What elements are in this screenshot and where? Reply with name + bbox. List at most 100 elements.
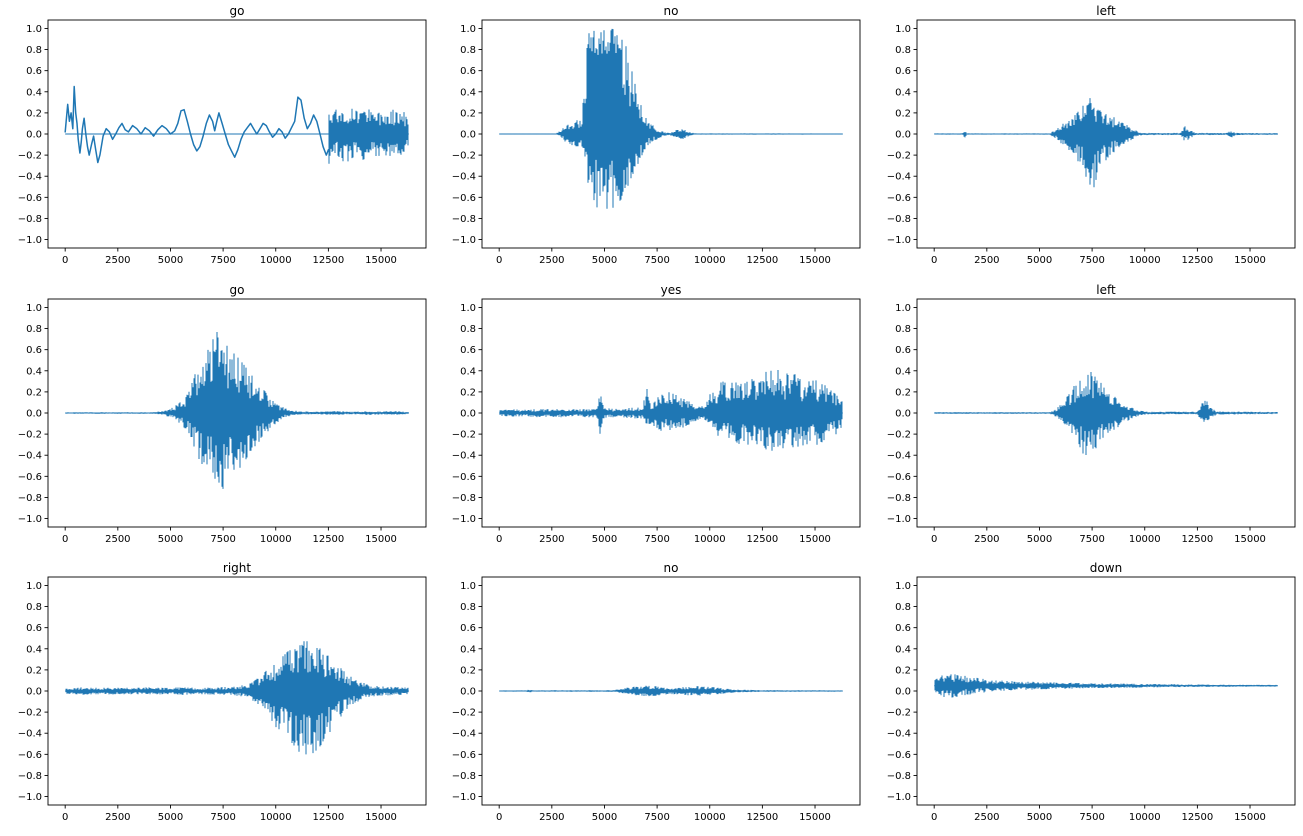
x-tick-label: 0 xyxy=(62,534,68,545)
y-tick-label: 0.2 xyxy=(26,666,42,677)
y-tick-label: −0.4 xyxy=(18,450,42,461)
subplot-cell-2: left 0 2500 5000 7500 10000 12500 15000 1.0 0.8 0… xyxy=(869,0,1303,279)
y-tick-label: 0.6 xyxy=(460,623,476,634)
subplot-title: go xyxy=(230,283,245,297)
y-tick-label: 0.6 xyxy=(26,66,42,77)
y-tick-label: −0.2 xyxy=(452,151,476,162)
x-tick-label: 15000 xyxy=(1234,255,1266,266)
x-tick-label: 15000 xyxy=(799,812,831,823)
x-tick-label: 15000 xyxy=(365,534,397,545)
x-tick-label: 2500 xyxy=(974,812,999,823)
x-tick-label: 7500 xyxy=(645,534,670,545)
x-tick-label: 15000 xyxy=(365,812,397,823)
y-tick-label: −0.8 xyxy=(18,771,42,782)
x-tick-label: 7500 xyxy=(1079,255,1104,266)
y-tick-label: 0.4 xyxy=(460,645,476,656)
x-tick-label: 0 xyxy=(931,812,937,823)
y-tick-label: −0.4 xyxy=(452,729,476,740)
y-tick-label: −0.6 xyxy=(452,193,476,204)
y-tick-label: −0.6 xyxy=(18,193,42,204)
y-tick-label: 0.0 xyxy=(460,687,476,698)
x-tick-label: 2500 xyxy=(539,534,564,545)
y-tick-label: −0.8 xyxy=(18,214,42,225)
y-tick-label: 1.0 xyxy=(460,581,476,592)
waveform-subplot: left 0 2500 5000 7500 10000 12500 15000 1.0 0.8 0… xyxy=(886,4,1296,266)
x-tick-label: 5000 xyxy=(158,534,183,545)
x-tick-label: 0 xyxy=(931,534,937,545)
x-tick-label: 2500 xyxy=(974,534,999,545)
y-tick-label: −0.2 xyxy=(18,708,42,719)
y-tick-label: −0.8 xyxy=(886,771,910,782)
x-tick-label: 10000 xyxy=(1128,534,1160,545)
y-tick-label: −0.8 xyxy=(452,214,476,225)
y-tick-label: 1.0 xyxy=(895,581,911,592)
x-tick-label: 12500 xyxy=(747,255,779,266)
subplot-title: no xyxy=(664,4,679,18)
x-tick-label: 2500 xyxy=(105,534,130,545)
waveform-subplot: no 0 2500 5000 7500 10000 12500 15000 1.0 0.8 0.6… xyxy=(452,4,861,266)
y-tick-label: −0.2 xyxy=(886,151,910,162)
y-tick-label: −1.0 xyxy=(886,235,910,246)
y-tick-label: 0.6 xyxy=(460,66,476,77)
x-tick-label: 12500 xyxy=(1181,534,1213,545)
x-tick-label: 5000 xyxy=(1026,812,1051,823)
waveform-trace xyxy=(328,108,409,164)
x-tick-label: 5000 xyxy=(592,255,617,266)
waveform-trace xyxy=(65,331,409,489)
y-tick-label: −1.0 xyxy=(452,235,476,246)
waveform-trace xyxy=(499,686,843,697)
y-tick-label: −0.6 xyxy=(886,471,910,482)
y-tick-label: 0.4 xyxy=(460,87,476,98)
y-tick-label: 1.0 xyxy=(895,303,911,314)
subplot-cell-7: no 0 2500 5000 7500 10000 12500 15000 1.0 0.8 0.6… xyxy=(434,557,868,836)
y-tick-label: 0.0 xyxy=(460,130,476,141)
subplot-title: left xyxy=(1096,283,1116,297)
y-tick-label: 0.0 xyxy=(895,408,911,419)
y-tick-label: 1.0 xyxy=(26,24,42,35)
y-tick-label: 0.2 xyxy=(460,666,476,677)
y-tick-label: 0.4 xyxy=(26,645,42,656)
subplot-title: yes xyxy=(661,283,682,297)
y-tick-label: −0.2 xyxy=(886,429,910,440)
y-tick-label: 1.0 xyxy=(460,303,476,314)
y-tick-label: −1.0 xyxy=(886,514,910,525)
waveform-line xyxy=(64,85,330,164)
waveform-subplot: left 0 2500 5000 7500 10000 12500 15000 1.0 0.8 0… xyxy=(886,283,1296,545)
x-tick-label: 10000 xyxy=(1128,812,1160,823)
x-tick-label: 12500 xyxy=(747,812,779,823)
y-tick-label: 0.2 xyxy=(895,666,911,677)
x-tick-label: 2500 xyxy=(974,255,999,266)
waveform-subplot: down 0 2500 5000 7500 10000 12500 15000 1.0 0.8 0… xyxy=(886,561,1296,823)
y-tick-label: −0.2 xyxy=(18,429,42,440)
x-tick-label: 10000 xyxy=(260,534,292,545)
y-tick-label: −1.0 xyxy=(886,792,910,803)
x-tick-label: 12500 xyxy=(312,534,344,545)
y-tick-label: −0.6 xyxy=(452,471,476,482)
x-tick-label: 7500 xyxy=(210,534,235,545)
waveform-subplot: go 0 2500 5000 7500 10000 12500 15000 1.0 0.8 0.6… xyxy=(18,4,427,266)
y-tick-label: 1.0 xyxy=(26,303,42,314)
x-tick-label: 0 xyxy=(62,812,68,823)
y-tick-label: 0.8 xyxy=(26,45,42,56)
x-tick-label: 5000 xyxy=(1026,534,1051,545)
y-tick-label: 0.4 xyxy=(460,366,476,377)
subplot-cell-5: left 0 2500 5000 7500 10000 12500 15000 1.0 0.8 0… xyxy=(869,279,1303,558)
waveform-trace xyxy=(934,98,1278,188)
y-tick-label: 0.6 xyxy=(460,345,476,356)
x-tick-label: 7500 xyxy=(645,812,670,823)
x-tick-label: 12500 xyxy=(1181,255,1213,266)
x-tick-label: 10000 xyxy=(694,534,726,545)
subplot-cell-0: go 0 2500 5000 7500 10000 12500 15000 1.0 0.8 0.6… xyxy=(0,0,434,279)
y-tick-label: 1.0 xyxy=(895,24,911,35)
y-tick-label: 0.8 xyxy=(895,602,911,613)
waveform-trace xyxy=(65,641,409,755)
waveform-trace xyxy=(499,369,843,451)
x-tick-label: 10000 xyxy=(694,255,726,266)
subplot-title: left xyxy=(1096,4,1116,18)
y-tick-label: −1.0 xyxy=(18,235,42,246)
y-tick-label: 0.4 xyxy=(26,366,42,377)
y-tick-label: 0.2 xyxy=(460,108,476,119)
y-tick-label: 0.6 xyxy=(895,345,911,356)
x-tick-label: 7500 xyxy=(1079,534,1104,545)
